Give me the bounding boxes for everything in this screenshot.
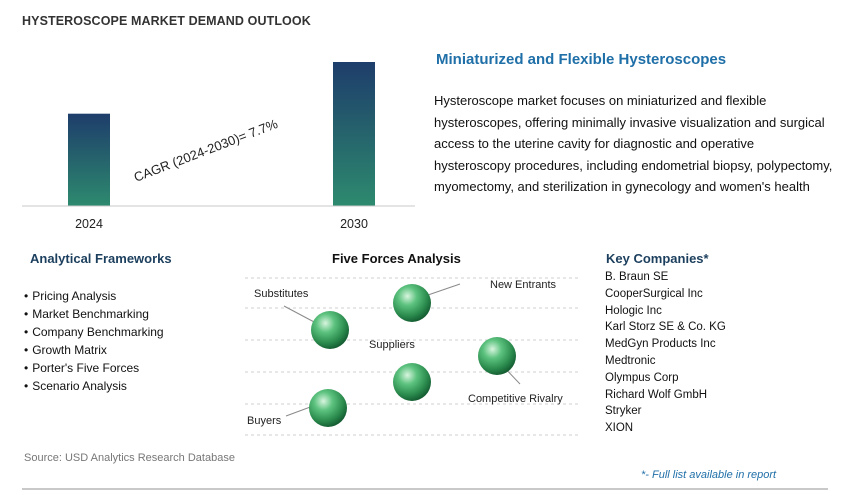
- framework-item: Pricing Analysis: [24, 287, 164, 305]
- company-item: Stryker: [605, 405, 642, 418]
- x-tick-label: 2030: [340, 217, 368, 231]
- report-title: HYSTEROSCOPE MARKET DEMAND OUTLOOK: [22, 14, 311, 28]
- buyers-sphere: [309, 389, 347, 427]
- five-forces-diagram: Substitutes New Entrants Suppliers Compe…: [245, 277, 578, 436]
- company-item: Karl Storz SE & Co. KG: [605, 321, 726, 334]
- full-list-note: *- Full list available in report: [641, 469, 777, 481]
- suppliers-sphere: [393, 363, 431, 401]
- x-tick-label: 2024: [75, 217, 103, 231]
- company-item: XION: [605, 422, 634, 435]
- market-bar-chart: 2024 2030 CAGR (2024-2030)= 7.7%: [22, 62, 415, 231]
- company-item: Richard Wolf GmbH: [605, 388, 708, 401]
- framework-item: Growth Matrix: [24, 341, 164, 359]
- company-item: CooperSurgical Inc: [605, 287, 703, 300]
- connector-line: [285, 405, 314, 417]
- companies-list: B. Braun SE CooperSurgical Inc Hologic I…: [605, 269, 726, 437]
- highlight-title: Miniaturized and Flexible Hysteroscopes: [436, 51, 727, 68]
- framework-item: Porter's Five Forces: [24, 359, 164, 377]
- new-entrants-sphere: [393, 284, 431, 322]
- company-item: Medtronic: [605, 354, 656, 367]
- five-forces-title: Five Forces Analysis: [332, 251, 461, 266]
- company-item: Hologic Inc: [605, 304, 662, 317]
- bar-2024: [68, 113, 110, 206]
- new-entrants-label: New Entrants: [490, 279, 557, 291]
- companies-title: Key Companies*: [606, 251, 709, 266]
- framework-item: Company Benchmarking: [24, 323, 163, 341]
- substitutes-label: Substitutes: [254, 288, 309, 300]
- connector-line: [283, 305, 317, 324]
- company-item: B. Braun SE: [605, 271, 669, 283]
- source-note: Source: USD Analytics Research Database: [24, 452, 235, 464]
- frameworks-list: Pricing Analysis Market Benchmarking Com…: [24, 287, 164, 395]
- framework-item: Scenario Analysis: [24, 377, 164, 395]
- highlight-text: Hysteroscope market focuses on miniaturi…: [434, 93, 833, 194]
- frameworks-title: Analytical Frameworks: [30, 251, 172, 266]
- bottom-divider: [22, 488, 828, 490]
- connector-line: [427, 283, 461, 296]
- competitive-rivalry-sphere: [478, 337, 516, 375]
- substitutes-sphere: [311, 311, 349, 349]
- buyers-label: Buyers: [247, 415, 282, 427]
- bar-2030: [333, 62, 375, 206]
- framework-item: Market Benchmarking: [24, 305, 164, 323]
- company-item: MedGyn Products Inc: [605, 338, 716, 351]
- suppliers-label: Suppliers: [369, 339, 415, 351]
- highlight-text-container: Hysteroscope market focuses on miniaturi…: [434, 90, 834, 195]
- company-item: Olympus Corp: [605, 371, 679, 384]
- competitive-rivalry-label: Competitive Rivalry: [468, 393, 563, 405]
